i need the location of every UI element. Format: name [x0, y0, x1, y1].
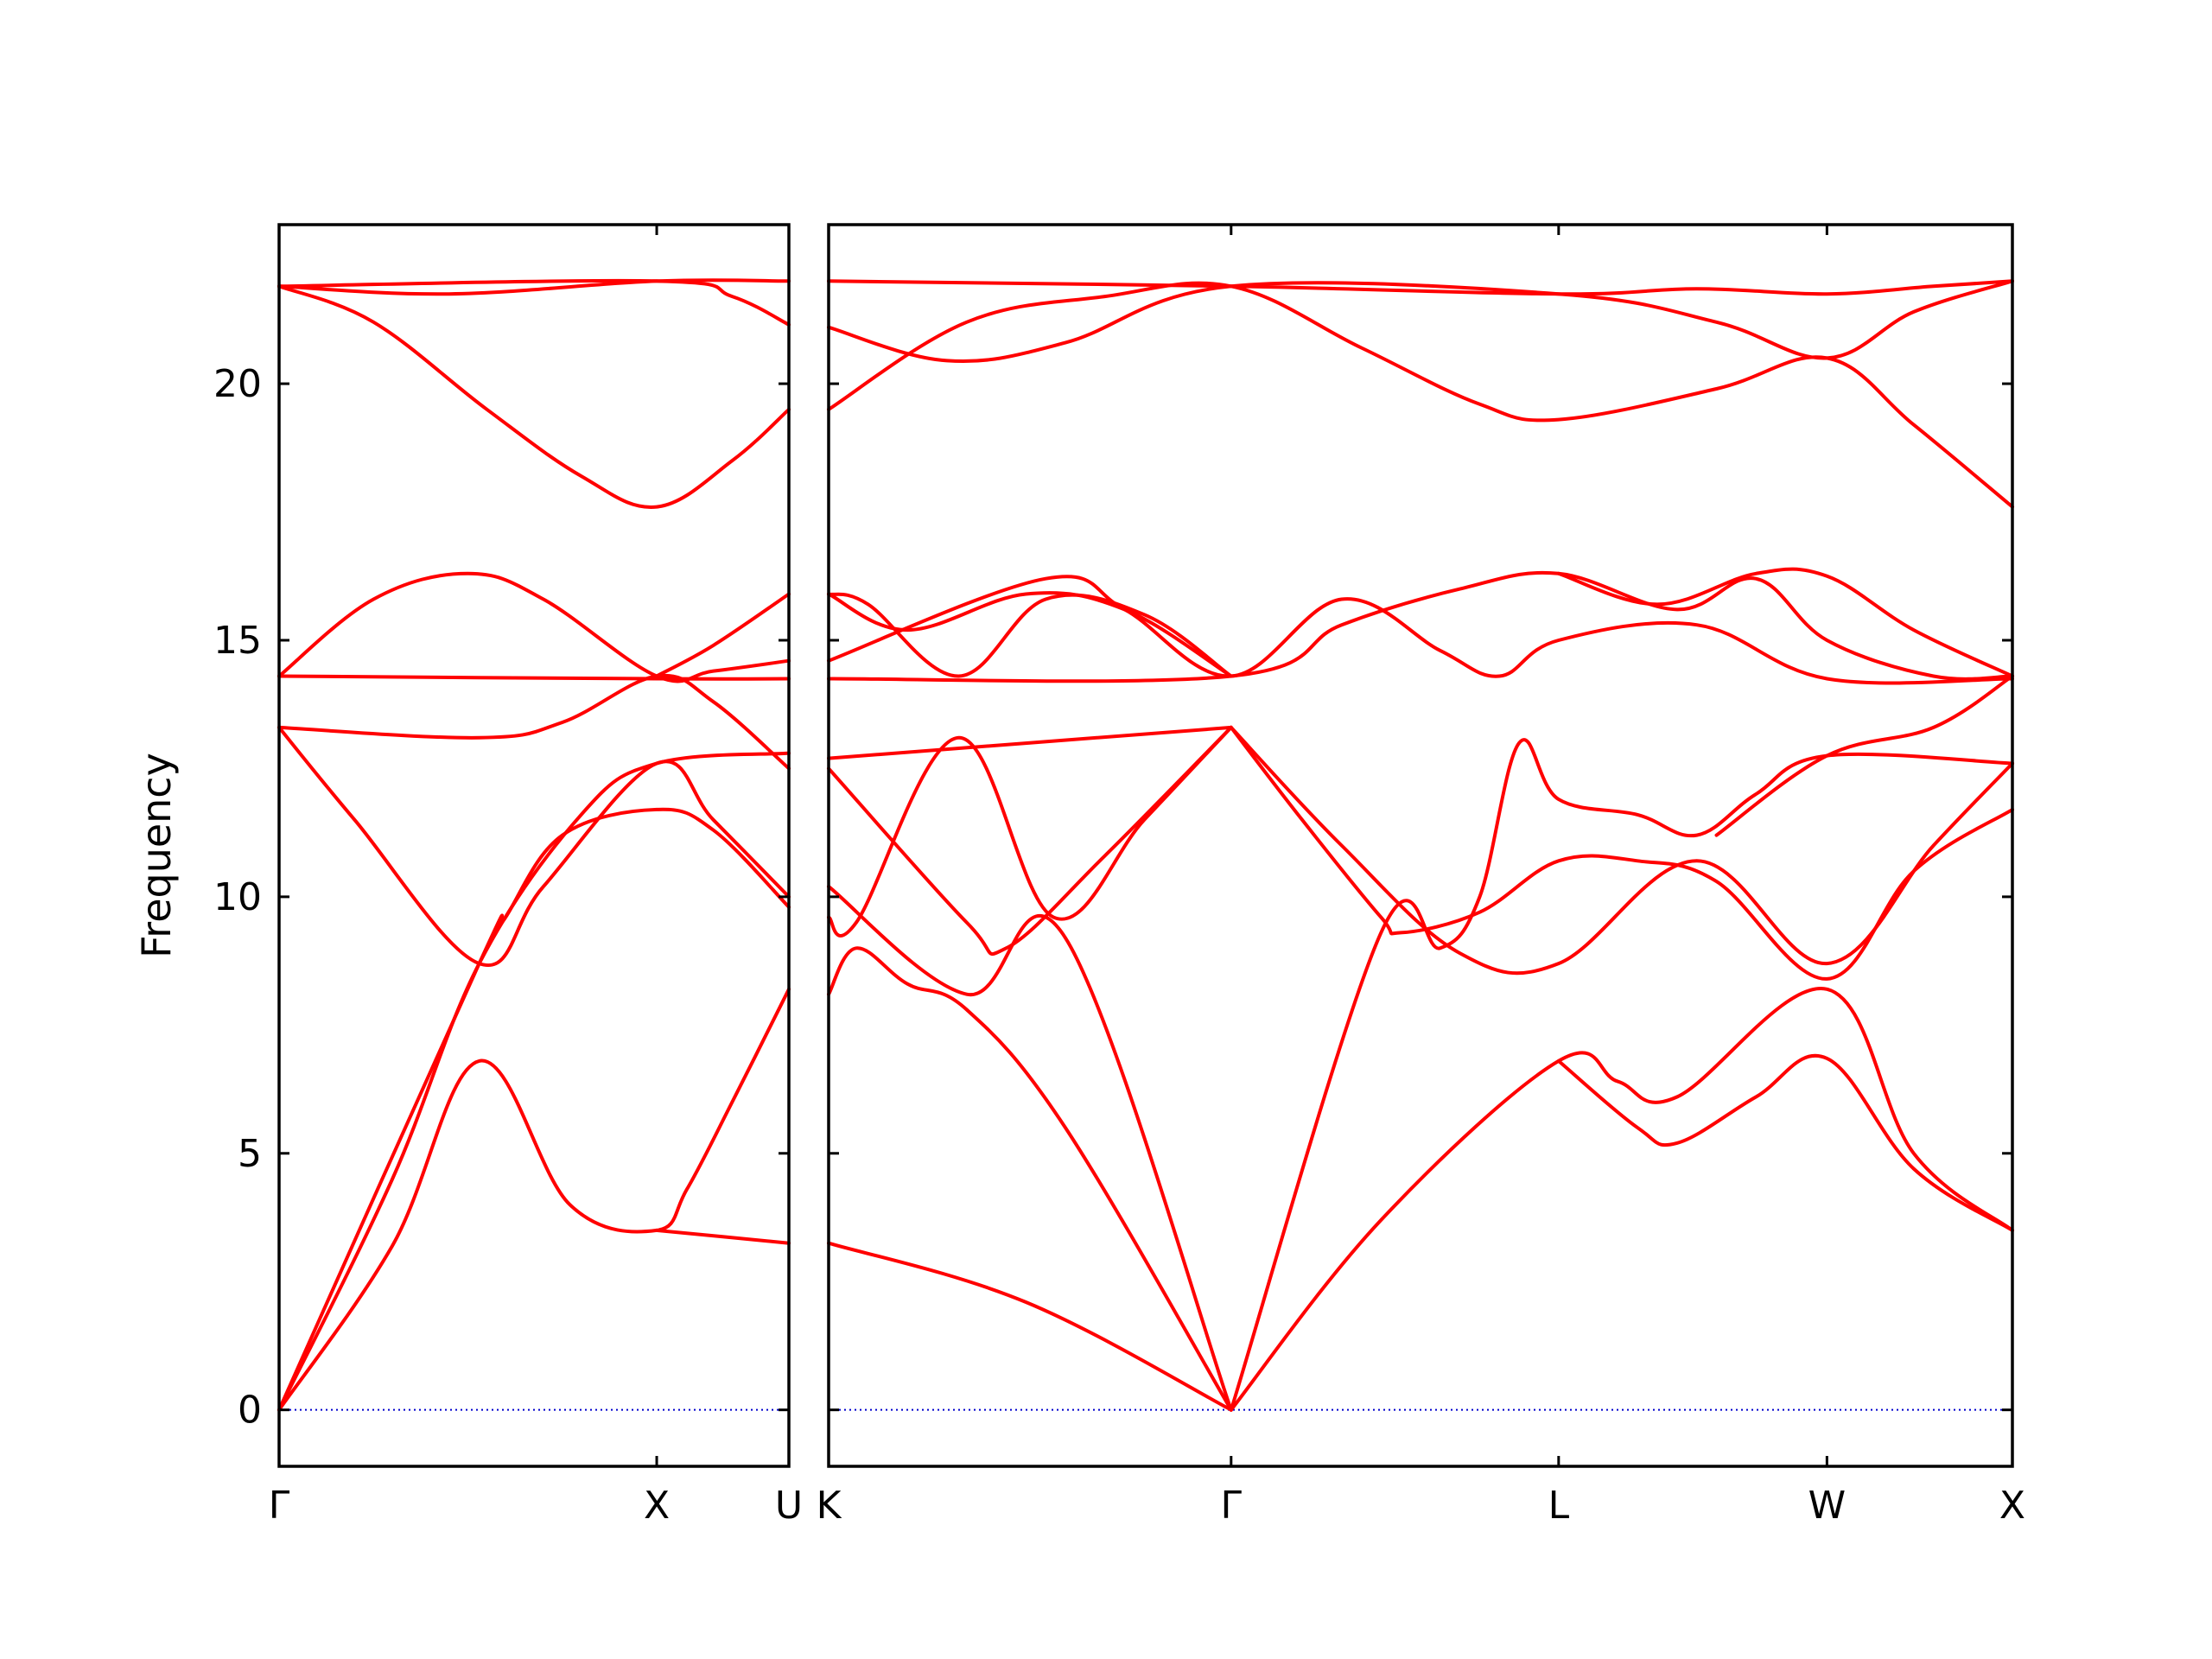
band-1-9 — [1229, 987, 2014, 1412]
panel-frame — [277, 223, 791, 1468]
band-1-17 — [827, 281, 2014, 509]
band-0-4 — [277, 725, 791, 968]
band-0-9 — [277, 284, 791, 509]
band-1-11 — [1714, 674, 2014, 837]
x-tick-label-0-1: X — [644, 1484, 670, 1528]
band-1-7 — [1229, 725, 2014, 981]
band-1-2 — [827, 885, 1233, 1412]
x-tick-label-1-4: X — [1999, 1484, 2025, 1528]
band-1-3 — [827, 725, 1233, 938]
band-0-5 — [277, 673, 791, 771]
band-1-8 — [1229, 738, 2014, 1412]
panel-frame — [827, 223, 2014, 1468]
band-1-10 — [1556, 1053, 2014, 1232]
band-1-18 — [827, 279, 2014, 364]
y-tick-label: 15 — [213, 619, 262, 663]
x-tick-label-0-2: U — [775, 1484, 803, 1528]
band-0-3 — [655, 1228, 791, 1245]
x-tick-label-1-0: K — [817, 1484, 842, 1528]
band-0-8 — [655, 592, 791, 678]
y-tick-label: 20 — [213, 362, 262, 406]
y-tick-label: 10 — [213, 875, 262, 919]
band-1-13 — [827, 575, 2014, 685]
band-1-0 — [827, 1241, 1233, 1412]
band-1-16 — [1556, 567, 2014, 678]
x-tick-label-1-1: Γ — [1221, 1484, 1243, 1528]
band-1-6 — [1229, 725, 2014, 976]
band-1-4 — [827, 725, 1233, 956]
band-1-14 — [827, 592, 1233, 678]
band-0-6 — [277, 674, 791, 681]
panel-gamma-x-u: 0 5 10 15 20 Γ X U — [213, 223, 803, 1528]
band-1-19 — [827, 279, 2014, 296]
x-tick-label-1-2: L — [1548, 1484, 1570, 1528]
band-1-1 — [827, 946, 1233, 1412]
band-1-15 — [827, 591, 1233, 678]
y-tick-label: 0 — [238, 1389, 262, 1433]
band-0-10 — [277, 278, 791, 296]
band-1-5 — [827, 725, 1233, 760]
y-tick-label: 5 — [238, 1132, 262, 1176]
band-0-2 — [277, 751, 791, 1412]
x-tick-label-1-3: W — [1808, 1484, 1847, 1528]
x-tick-label-0-0: Γ — [269, 1484, 290, 1528]
band-0-0 — [277, 987, 791, 1412]
band-0-11 — [277, 278, 791, 327]
y-axis-title: Frequency — [133, 753, 180, 958]
band-0-7 — [277, 571, 791, 683]
